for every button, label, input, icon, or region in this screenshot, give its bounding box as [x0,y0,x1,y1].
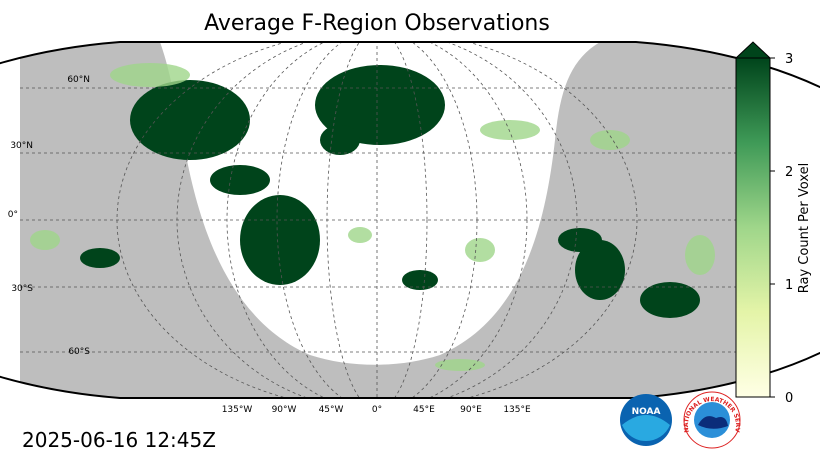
lon-label: 90°W [272,405,297,415]
map [20,42,740,398]
colorbar-tick-label: 2 [785,165,793,180]
timestamp: 2025-06-16 12:45Z [22,428,216,452]
lat-label: 60°S [68,347,90,357]
lon-label: 45°W [319,405,344,415]
graticule [20,42,740,398]
lat-label: 30°N [10,141,33,151]
colorbar: Ray Count Per Voxel 0 1 2 3 [734,41,812,406]
lon-label: 135°E [503,405,531,415]
data-overlay-light [30,63,715,371]
title: Average F-Region Observations [204,11,550,36]
colorbar-tick-label: 3 [785,52,793,67]
data-overlay [80,65,700,318]
colorbar-tick-label: 1 [785,278,793,293]
colorbar-tick-label: 0 [785,391,793,406]
axis-labels: 60°N 30°N 0° 30°S 60°S 135°W 90°W 45°W 0° 45°E 90°… [8,75,531,415]
noaa-logo: NOAA [620,394,672,446]
lat-label: 60°N [67,75,90,85]
lon-label: 45°E [413,405,435,415]
colorbar-extend [734,41,772,59]
noaa-text: NOAA [632,407,661,417]
lat-label: 30°S [11,284,33,294]
colorbar-scale [735,57,771,398]
lon-label: 0° [372,405,382,415]
colorbar-label: Ray Count Per Voxel [797,163,812,293]
lat-label: 0° [8,210,18,220]
lon-label: 90°E [460,405,482,415]
lon-label: 135°W [222,405,253,415]
